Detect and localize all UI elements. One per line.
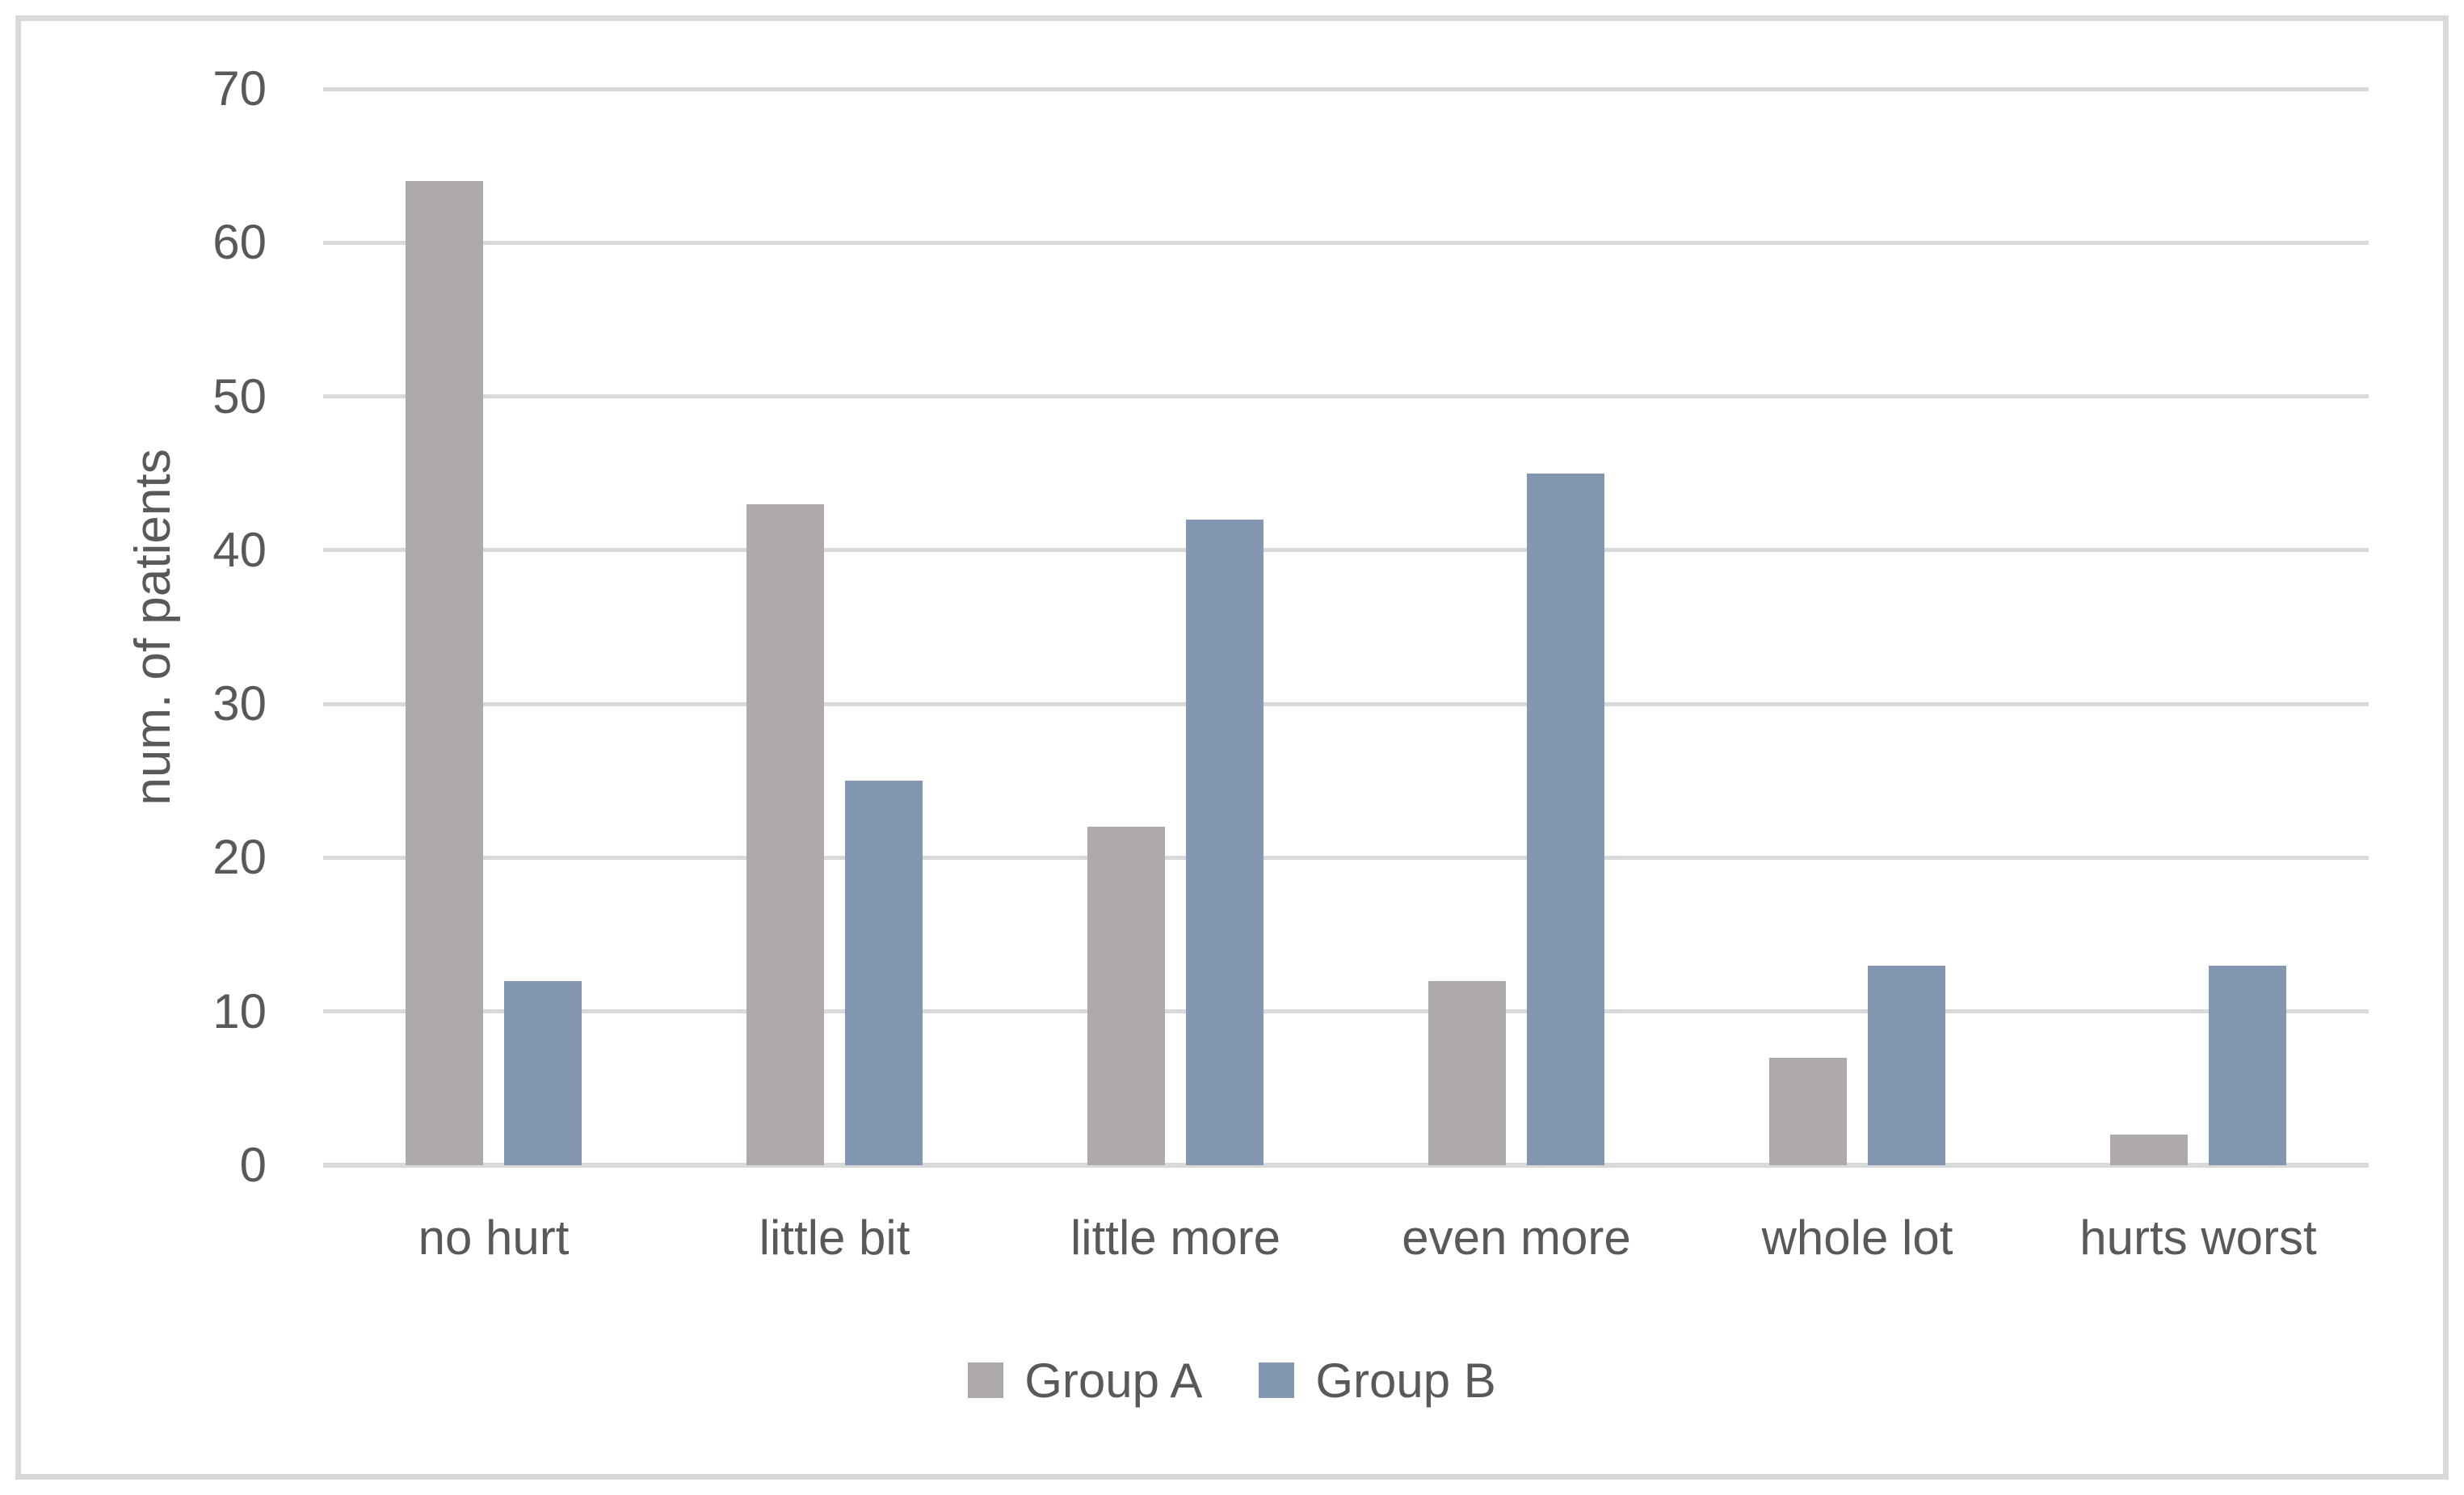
gridline (323, 87, 2369, 91)
bar-group-b-even-more (1527, 474, 1604, 1165)
bar-group-b-little-bit (845, 781, 923, 1165)
gridline (323, 1009, 2369, 1013)
y-tick-label: 70 (212, 61, 267, 116)
gridline (323, 394, 2369, 398)
gridline (323, 548, 2369, 552)
gridline (323, 856, 2369, 860)
x-axis-label-even-more: even more (1402, 1211, 1631, 1265)
y-tick-label: 50 (212, 369, 267, 423)
legend-swatch-group-a (968, 1362, 1004, 1398)
x-axis-line (323, 1163, 2369, 1168)
gridline (323, 702, 2369, 706)
y-tick-label: 0 (239, 1138, 267, 1192)
bar-group-a-little-more (1087, 827, 1165, 1165)
legend-label-group-b: Group B (1315, 1353, 1496, 1408)
legend-item-group-b: Group B (1259, 1353, 1496, 1409)
bar-group-b-no-hurt (504, 981, 582, 1165)
bar-group-b-hurts-worst (2209, 966, 2286, 1165)
bar-group-b-little-more (1186, 520, 1264, 1165)
y-tick-label: 20 (212, 830, 267, 884)
bar-group-b-whole-lot (1868, 966, 1945, 1165)
x-axis-label-little-more: little more (1070, 1211, 1281, 1265)
gridline (323, 241, 2369, 245)
x-axis-label-little-bit: little bit (759, 1211, 910, 1265)
bar-group-a-hurts-worst (2110, 1135, 2188, 1165)
bar-group-a-even-more (1428, 981, 1506, 1165)
x-axis-label-no-hurt: no hurt (418, 1211, 570, 1265)
y-tick-label: 40 (212, 523, 267, 577)
legend: Group A Group B (0, 1348, 2464, 1413)
legend-label-group-a: Group A (1024, 1353, 1203, 1408)
bar-group-a-little-bit (746, 504, 824, 1165)
bar-group-a-no-hurt (406, 181, 483, 1165)
x-axis-label-whole-lot: whole lot (1761, 1211, 1953, 1265)
y-tick-label: 10 (212, 984, 267, 1038)
chart-frame (15, 15, 2449, 1480)
bar-group-a-whole-lot (1769, 1058, 1847, 1165)
y-tick-label: 30 (212, 676, 267, 731)
y-tick-label: 60 (212, 215, 267, 269)
legend-swatch-group-b (1259, 1362, 1295, 1398)
x-axis-label-hurts-worst: hurts worst (2079, 1211, 2317, 1265)
legend-item-group-a: Group A (968, 1353, 1202, 1409)
